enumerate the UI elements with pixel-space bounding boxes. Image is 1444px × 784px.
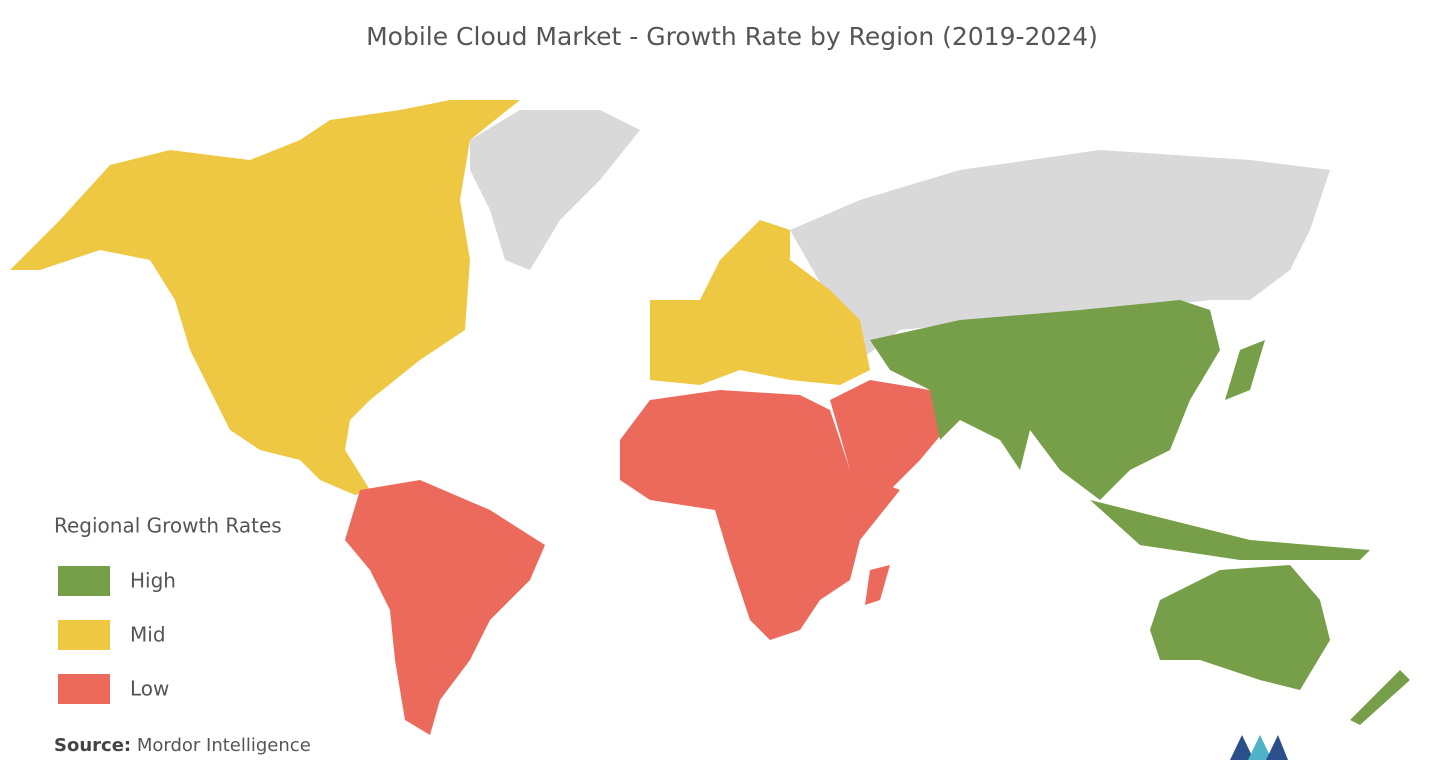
asia [870, 300, 1220, 500]
middle-east [830, 380, 945, 500]
source: Source: Mordor Intelligence [54, 735, 311, 756]
logo [1230, 735, 1288, 760]
japan [1225, 340, 1265, 400]
legend-swatch [58, 620, 110, 650]
australia [1150, 565, 1330, 690]
africa [620, 390, 900, 640]
new-zealand [1350, 670, 1410, 725]
source-text: Mordor Intelligence [137, 735, 311, 756]
legend-label: Mid [130, 623, 166, 647]
legend-label: Low [130, 677, 169, 701]
greenland [470, 110, 640, 270]
europe [650, 220, 870, 385]
title: Mobile Cloud Market - Growth Rate by Reg… [366, 22, 1098, 51]
north-america [10, 100, 520, 495]
russia [790, 150, 1330, 360]
source-label: Source: [54, 735, 131, 756]
legend-swatch [58, 674, 110, 704]
legend: High Mid Low [58, 566, 176, 704]
legend-swatch [58, 566, 110, 596]
madagascar [865, 565, 890, 605]
world-map [10, 100, 1410, 735]
south-america [345, 480, 545, 735]
legend-title: Regional Growth Rates [54, 514, 282, 538]
indonesia [1090, 500, 1370, 560]
legend-label: High [130, 569, 176, 593]
